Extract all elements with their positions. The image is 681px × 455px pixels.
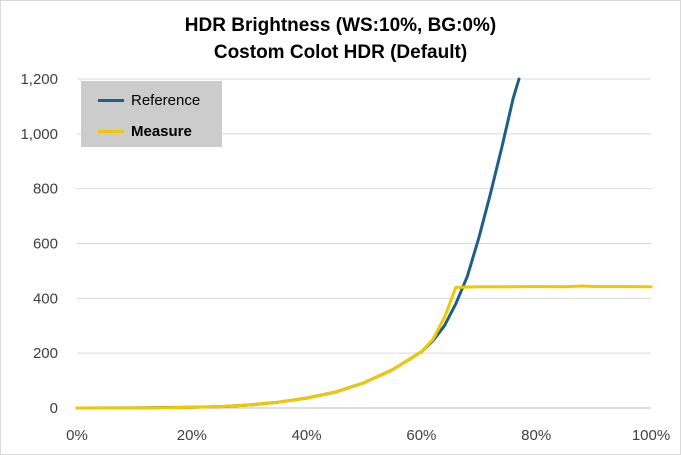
- series-layer: [75, 77, 653, 410]
- chart-title: HDR Brightness (WS:10%, BG:0%): [184, 15, 497, 36]
- y-tick-label: 1,000: [20, 126, 58, 143]
- x-tick-label: 80%: [521, 427, 551, 444]
- legend-item-reference: Reference: [98, 90, 200, 110]
- y-tick-label: 400: [33, 290, 58, 307]
- legend-swatch-reference: [98, 98, 124, 102]
- y-tick-label: 0: [50, 400, 58, 417]
- x-tick-label: 0%: [66, 427, 88, 444]
- chart-title-block: HDR Brightness (WS:10%, BG:0%) Costom Co…: [0, 12, 681, 66]
- x-tick-label: 100%: [632, 427, 670, 444]
- x-tick-label: 60%: [406, 427, 436, 444]
- legend-label-measure: Measure: [131, 122, 192, 140]
- x-tick-label: 40%: [292, 427, 322, 444]
- y-tick-label: 200: [33, 345, 58, 362]
- series-line-measure: [75, 284, 653, 410]
- y-tick-label: 600: [33, 236, 58, 253]
- legend-swatch-measure: [98, 129, 124, 133]
- axis-labels: 0 200 400 600 800 1,000 1,200 0% 20% 40% 60% 80% 100…: [20, 71, 670, 444]
- y-tick-label: 800: [33, 181, 58, 198]
- legend-label-reference: Reference: [131, 91, 201, 109]
- legend: Reference Measure: [81, 81, 222, 147]
- y-tick-label: 1,200: [20, 71, 58, 88]
- x-tick-label: 20%: [177, 427, 207, 444]
- legend-item-measure: Measure: [98, 121, 192, 141]
- chart-subtitle: Costom Colot HDR (Default): [213, 42, 468, 63]
